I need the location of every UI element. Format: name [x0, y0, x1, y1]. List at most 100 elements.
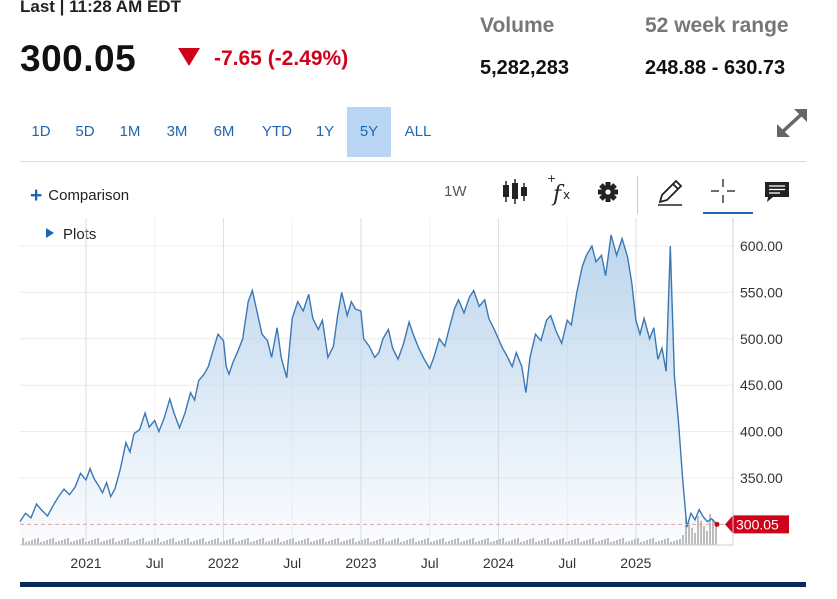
volume-bar — [529, 539, 531, 545]
volume-bar — [103, 541, 105, 545]
volume-bar — [532, 538, 534, 545]
range-all[interactable]: ALL — [404, 123, 432, 140]
range-5y[interactable]: 5Y — [347, 107, 391, 157]
last-price-tag — [725, 515, 789, 534]
gear-icon[interactable] — [593, 174, 623, 208]
volume-bar — [280, 542, 282, 545]
volume-bar — [676, 540, 678, 545]
volume-bar — [604, 539, 606, 545]
volume-bar — [382, 538, 384, 545]
range-1y[interactable]: 1Y — [315, 123, 335, 140]
volume-bar — [424, 539, 426, 545]
last-price: 300.05 — [20, 38, 137, 79]
volume-bar — [589, 539, 591, 545]
volume-bar — [634, 539, 636, 545]
volume-bar — [337, 538, 339, 545]
comparison-button[interactable]: + Comparison — [30, 184, 129, 208]
volume-bar — [631, 540, 633, 545]
volume-bar — [250, 542, 252, 545]
volume-bar — [487, 538, 489, 545]
volume-bar — [535, 542, 537, 545]
interval-selector[interactable]: 1W — [444, 183, 467, 200]
volume-bar — [352, 538, 354, 545]
volume-bar — [229, 539, 231, 545]
volume-bar — [283, 541, 285, 545]
volume-bar — [493, 541, 495, 545]
volume-bar — [643, 541, 645, 545]
volume-bar — [304, 539, 306, 545]
volume-bar — [313, 541, 315, 545]
volume-bar — [184, 539, 186, 545]
plots-toggle[interactable]: Plots — [46, 226, 96, 243]
range-ytd[interactable]: YTD — [262, 123, 292, 140]
volume-bar — [199, 539, 201, 545]
52-week-range-label: 52 week range — [645, 14, 789, 37]
volume-bar — [691, 528, 693, 545]
volume-bar — [445, 542, 447, 545]
volume-bar — [442, 538, 444, 545]
volume-bar — [373, 541, 375, 545]
volume-bar — [79, 539, 81, 545]
expand-icon[interactable] — [774, 106, 810, 140]
volume-bar — [109, 539, 111, 545]
volume-bar — [319, 539, 321, 545]
function-icon[interactable]: + f x — [546, 174, 576, 208]
volume-bar — [421, 540, 423, 545]
volume-bar — [178, 541, 180, 545]
crosshair-icon[interactable] — [708, 174, 738, 208]
volume-bar — [115, 542, 117, 545]
last-trade-time: Last | 11:28 AM EDT — [20, 0, 181, 16]
volume-bar — [289, 539, 291, 545]
volume-bar — [700, 521, 702, 545]
volume-bar — [478, 541, 480, 545]
volume-bar — [142, 538, 144, 545]
volume-bar — [121, 540, 123, 545]
volume-bar — [550, 542, 552, 545]
volume-bar — [556, 540, 558, 545]
volume-bar — [409, 539, 411, 545]
volume-bar — [415, 542, 417, 545]
range-1m[interactable]: 1M — [119, 123, 141, 140]
volume-bar — [562, 538, 564, 545]
volume-bar — [220, 542, 222, 545]
volume-bar — [88, 541, 90, 545]
range-6m[interactable]: 6M — [213, 123, 235, 140]
range-3m[interactable]: 3M — [166, 123, 188, 140]
x-tick-label: 2021 — [70, 555, 101, 571]
volume-bar — [418, 541, 420, 545]
volume-bar — [481, 540, 483, 545]
volume-bar — [640, 542, 642, 545]
volume-bar — [646, 540, 648, 545]
comment-icon[interactable] — [762, 174, 792, 208]
x-tick-label: 2024 — [483, 555, 514, 571]
plus-icon: + — [30, 184, 43, 207]
volume-bar — [400, 542, 402, 545]
volume-bar — [133, 541, 135, 545]
volume-bar — [496, 540, 498, 545]
candlestick-icon[interactable] — [500, 174, 530, 208]
x-tick-label: Jul — [558, 555, 576, 571]
volume-bar — [298, 541, 300, 545]
volume-bar — [259, 539, 261, 545]
volume-bar — [328, 541, 330, 545]
volume-bar — [469, 539, 471, 545]
volume-bar — [196, 540, 198, 545]
volume-bar — [628, 541, 630, 545]
range-1d[interactable]: 1D — [31, 123, 51, 140]
volume-bar — [154, 539, 156, 545]
52-week-range-value: 248.88 - 630.73 — [645, 57, 786, 79]
volume-bar — [310, 542, 312, 545]
volume-bar — [703, 526, 705, 545]
range-5d[interactable]: 5D — [75, 123, 95, 140]
pencil-icon[interactable] — [655, 174, 685, 208]
volume-bar — [664, 539, 666, 545]
y-tick-label: 600.00 — [740, 238, 783, 254]
volume-bar — [514, 539, 516, 545]
volume-bar — [406, 540, 408, 545]
volume-bar — [652, 538, 654, 545]
volume-bar — [361, 540, 363, 545]
volume-bar — [667, 538, 669, 545]
x-tick-label: Jul — [146, 555, 164, 571]
volume-bar — [511, 540, 513, 545]
